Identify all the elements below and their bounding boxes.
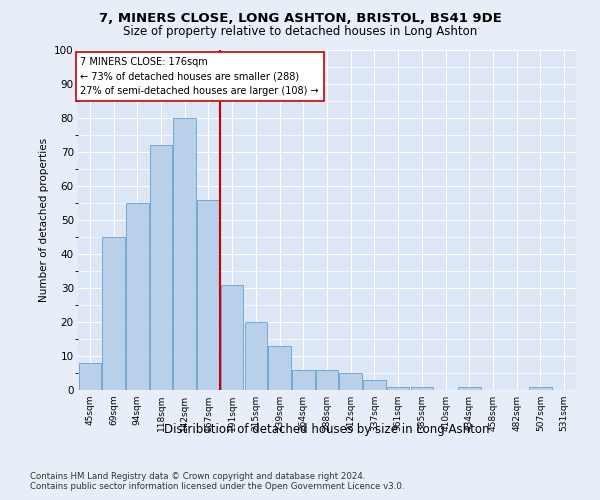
Text: Distribution of detached houses by size in Long Ashton: Distribution of detached houses by size … [164, 422, 490, 436]
Bar [410, 386, 433, 390]
Bar [292, 370, 314, 390]
Bar [268, 346, 291, 390]
Text: Contains public sector information licensed under the Open Government Licence v3: Contains public sector information licen… [30, 482, 404, 491]
Bar [340, 373, 362, 390]
Bar [79, 363, 101, 390]
Bar [197, 200, 220, 390]
Bar [103, 237, 125, 390]
Text: Size of property relative to detached houses in Long Ashton: Size of property relative to detached ho… [123, 25, 477, 38]
Bar [173, 118, 196, 390]
Text: Contains HM Land Registry data © Crown copyright and database right 2024.: Contains HM Land Registry data © Crown c… [30, 472, 365, 481]
Text: 7 MINERS CLOSE: 176sqm
← 73% of detached houses are smaller (288)
27% of semi-de: 7 MINERS CLOSE: 176sqm ← 73% of detached… [80, 57, 319, 96]
Bar [363, 380, 386, 390]
Bar [150, 145, 172, 390]
Bar [245, 322, 267, 390]
Bar [387, 386, 409, 390]
Bar [458, 386, 481, 390]
Bar [529, 386, 551, 390]
Y-axis label: Number of detached properties: Number of detached properties [38, 138, 49, 302]
Text: 7, MINERS CLOSE, LONG ASHTON, BRISTOL, BS41 9DE: 7, MINERS CLOSE, LONG ASHTON, BRISTOL, B… [98, 12, 502, 26]
Bar [316, 370, 338, 390]
Bar [126, 203, 149, 390]
Bar [221, 284, 244, 390]
